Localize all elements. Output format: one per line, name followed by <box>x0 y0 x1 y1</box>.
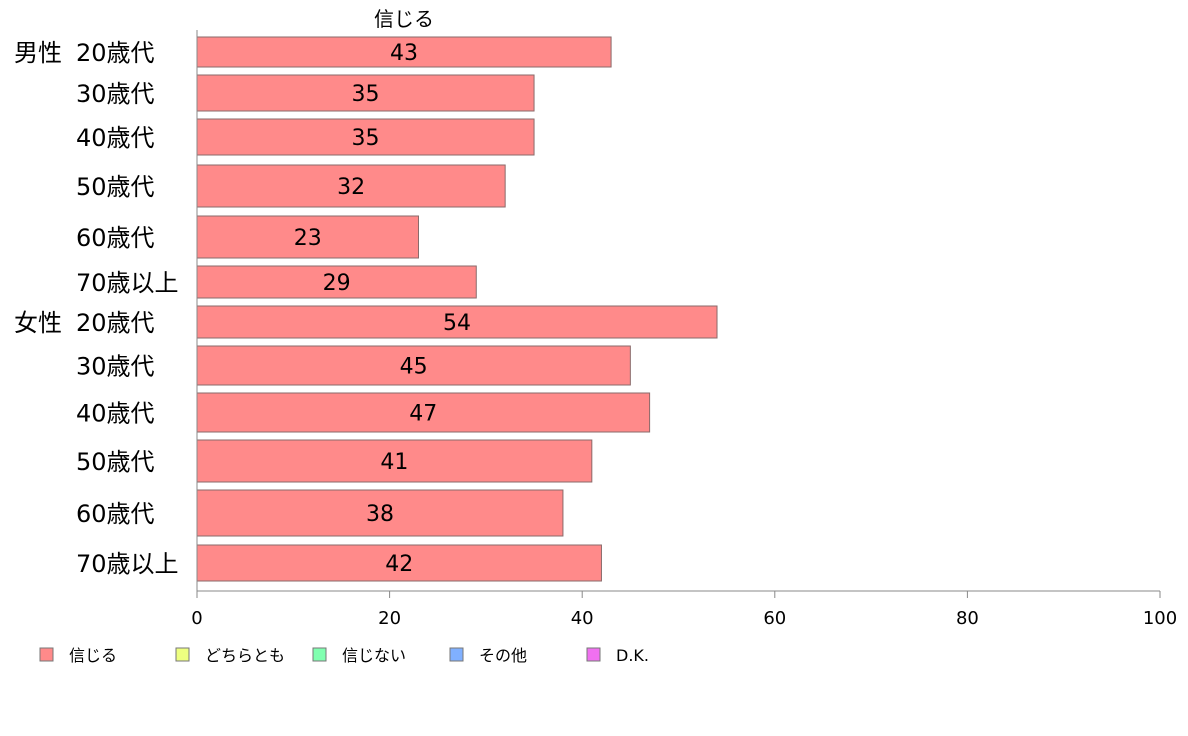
bar-value-label: 38 <box>366 502 394 527</box>
category-label: 70歳以上 <box>76 550 179 578</box>
group-label: 女性 <box>14 309 62 337</box>
bar-value-label: 23 <box>294 226 322 251</box>
bar <box>196 305 718 339</box>
category-label: 30歳代 <box>76 80 155 108</box>
legend-label: 信じない <box>342 646 406 665</box>
category-label: 60歳代 <box>76 224 155 252</box>
x-tick-label: 60 <box>763 608 786 629</box>
bar <box>196 215 419 259</box>
x-tick-label: 40 <box>571 608 594 629</box>
x-tick-label: 0 <box>191 608 202 629</box>
category-label: 40歳代 <box>76 124 155 152</box>
legend-swatch <box>586 647 601 662</box>
bar <box>196 489 564 537</box>
category-label: 20歳代 <box>76 309 155 337</box>
bars-layer: 男性 20歳代 43 30歳代 35 40歳代 35 50歳代 32 60歳代 23 70歳以上 29 女… <box>14 36 718 582</box>
bar <box>196 74 535 112</box>
legend-swatch <box>312 647 327 662</box>
bar-value-label: 41 <box>380 450 408 475</box>
category-label: 60歳代 <box>76 500 155 528</box>
category-label: 20歳代 <box>76 39 155 67</box>
category-label: 50歳代 <box>76 448 155 476</box>
x-axis: 0 20 40 60 80 100 <box>191 30 1177 629</box>
legend-swatch <box>39 647 54 662</box>
bar-value-label: 35 <box>352 82 380 107</box>
bar <box>196 118 535 156</box>
legend-label: その他 <box>479 646 527 665</box>
category-label: 30歳代 <box>76 353 155 381</box>
category-label: 70歳以上 <box>76 269 179 297</box>
bar-value-label: 32 <box>337 175 365 200</box>
legend-label: 信じる <box>69 646 117 665</box>
x-tick-label: 20 <box>378 608 401 629</box>
bar <box>196 544 602 582</box>
bar-value-label: 45 <box>400 355 428 380</box>
bar-value-label: 54 <box>443 311 471 336</box>
legend: 信じる どちらとも 信じない その他 D.K. <box>39 646 649 665</box>
bar <box>196 164 506 208</box>
bar-value-label: 35 <box>352 126 380 151</box>
x-tick-label: 100 <box>1143 608 1177 629</box>
bar-value-label: 42 <box>385 552 413 577</box>
bar-value-label: 29 <box>323 271 351 296</box>
x-tick-label: 80 <box>956 608 979 629</box>
legend-label: D.K. <box>616 646 649 665</box>
group-label: 男性 <box>14 39 62 67</box>
bar <box>196 36 612 68</box>
bar <box>196 439 593 483</box>
legend-swatch <box>449 647 464 662</box>
category-label: 50歳代 <box>76 173 155 201</box>
chart-title: 信じる <box>374 7 434 31</box>
bar-value-label: 43 <box>390 41 418 66</box>
bar-value-label: 47 <box>409 402 437 427</box>
legend-label: どちらとも <box>205 646 285 665</box>
legend-swatch <box>175 647 190 662</box>
category-label: 40歳代 <box>76 400 155 428</box>
